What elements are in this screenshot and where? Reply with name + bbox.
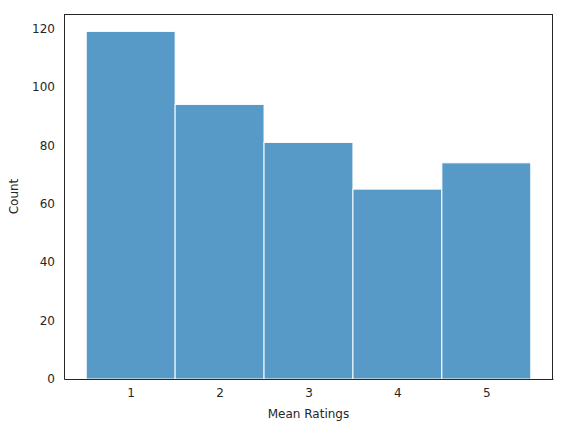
plot-area: 1 2 3 4 5 0 20 40 60 80 100 120 bbox=[32, 14, 553, 400]
x-tick-label: 3 bbox=[305, 386, 313, 400]
x-tick: 4 bbox=[394, 379, 402, 400]
x-tick: 1 bbox=[127, 379, 135, 400]
chart: 1 2 3 4 5 0 20 40 60 80 100 120 Mean Ratings Count bbox=[0, 0, 568, 432]
x-tick-label: 5 bbox=[483, 386, 491, 400]
frame-top bbox=[64, 14, 553, 15]
x-axis: 1 2 3 4 5 bbox=[65, 379, 554, 400]
frame-right bbox=[552, 14, 553, 379]
x-tick: 3 bbox=[305, 379, 313, 400]
y-tick: 40 bbox=[40, 255, 64, 269]
axis-line bbox=[65, 379, 554, 380]
y-tick-label: 0 bbox=[47, 372, 55, 386]
y-tick: 60 bbox=[40, 197, 64, 211]
x-tick: 5 bbox=[483, 379, 491, 400]
x-axis-title: Mean Ratings bbox=[268, 407, 349, 421]
y-tick-label: 40 bbox=[40, 255, 55, 269]
x-tick: 2 bbox=[216, 379, 224, 400]
y-tick: 0 bbox=[47, 372, 64, 386]
bars bbox=[86, 31, 531, 379]
y-tick-label: 120 bbox=[32, 22, 55, 36]
y-tick-label: 100 bbox=[32, 80, 55, 94]
y-tick: 80 bbox=[40, 139, 64, 153]
y-tick-label: 20 bbox=[40, 314, 55, 328]
y-tick-label: 80 bbox=[40, 139, 55, 153]
y-tick: 120 bbox=[32, 22, 64, 36]
histogram-bar bbox=[175, 104, 264, 379]
histogram-bar bbox=[264, 142, 353, 379]
histogram-bar bbox=[353, 189, 442, 379]
y-tick: 20 bbox=[40, 314, 64, 328]
histogram-bar bbox=[86, 31, 175, 379]
y-axis-title: Count bbox=[7, 178, 21, 214]
x-tick-label: 2 bbox=[216, 386, 224, 400]
histogram-bar bbox=[442, 163, 531, 379]
y-tick-label: 60 bbox=[40, 197, 55, 211]
x-tick-label: 4 bbox=[394, 386, 402, 400]
x-tick-label: 1 bbox=[127, 386, 135, 400]
y-tick: 100 bbox=[32, 80, 64, 94]
axis-line bbox=[64, 15, 65, 380]
y-axis: 0 20 40 60 80 100 120 bbox=[32, 15, 64, 387]
